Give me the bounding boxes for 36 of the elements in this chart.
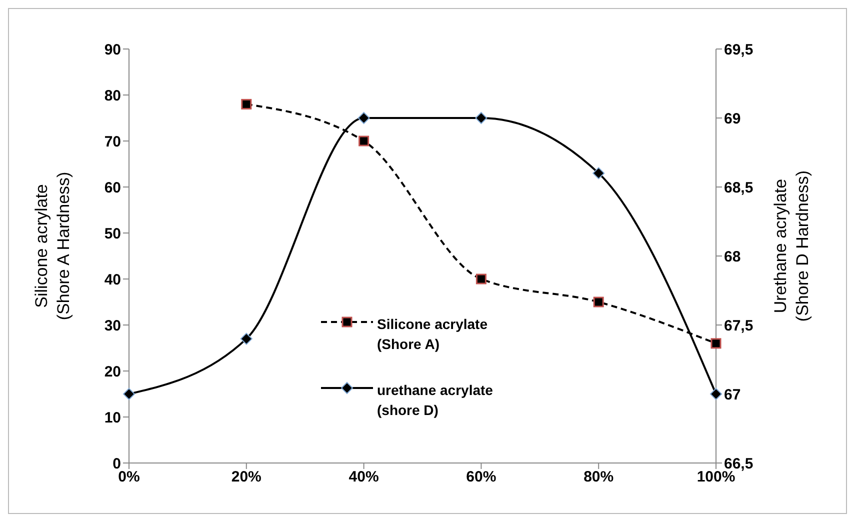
y2-tick-label: 67 bbox=[724, 386, 741, 404]
point bbox=[358, 112, 370, 124]
y-axis-title: Silicone acrylate (Shore A Hardness) bbox=[32, 172, 73, 320]
legend-label: urethane acrylate (shore D) bbox=[377, 381, 493, 420]
y-tick-label: 50 bbox=[104, 225, 121, 242]
point bbox=[475, 112, 488, 124]
x-tick-label: 60% bbox=[466, 468, 496, 486]
x-tick-label: 20% bbox=[231, 468, 262, 486]
y-tick-label: 0 bbox=[112, 455, 121, 472]
y2-tick-label: 69,5 bbox=[724, 41, 754, 58]
y-tick-label: 70 bbox=[104, 133, 121, 150]
point bbox=[358, 136, 370, 146]
y-tick-label: 40 bbox=[104, 271, 121, 288]
y2-axis-title: Urethane acrylate (Shore D Hardness) bbox=[771, 170, 812, 322]
x-tick-label: 40% bbox=[348, 468, 379, 486]
x-tick-label: 80% bbox=[584, 468, 614, 486]
y-tick-label: 80 bbox=[104, 87, 121, 104]
y2-tick-label: 68 bbox=[724, 248, 741, 266]
legend-label: Silicone acrylate (Shore A) bbox=[377, 315, 488, 354]
point bbox=[593, 296, 604, 308]
y2-tick-label: 69 bbox=[724, 110, 741, 128]
y-tick-label: 30 bbox=[104, 317, 121, 334]
y-tick-label: 10 bbox=[104, 409, 121, 426]
y-tick-label: 90 bbox=[104, 41, 121, 58]
y-tick-label: 60 bbox=[104, 179, 121, 196]
point bbox=[592, 167, 605, 180]
y2-tick-label: 67,5 bbox=[724, 317, 754, 334]
x-tick-label: 0% bbox=[118, 468, 140, 486]
point bbox=[240, 332, 252, 345]
point bbox=[710, 388, 722, 400]
point bbox=[241, 98, 252, 110]
y-tick-label: 20 bbox=[104, 363, 121, 380]
point bbox=[123, 388, 135, 400]
point bbox=[476, 274, 486, 284]
point bbox=[710, 338, 722, 349]
y2-tick-label: 68,5 bbox=[724, 179, 754, 196]
